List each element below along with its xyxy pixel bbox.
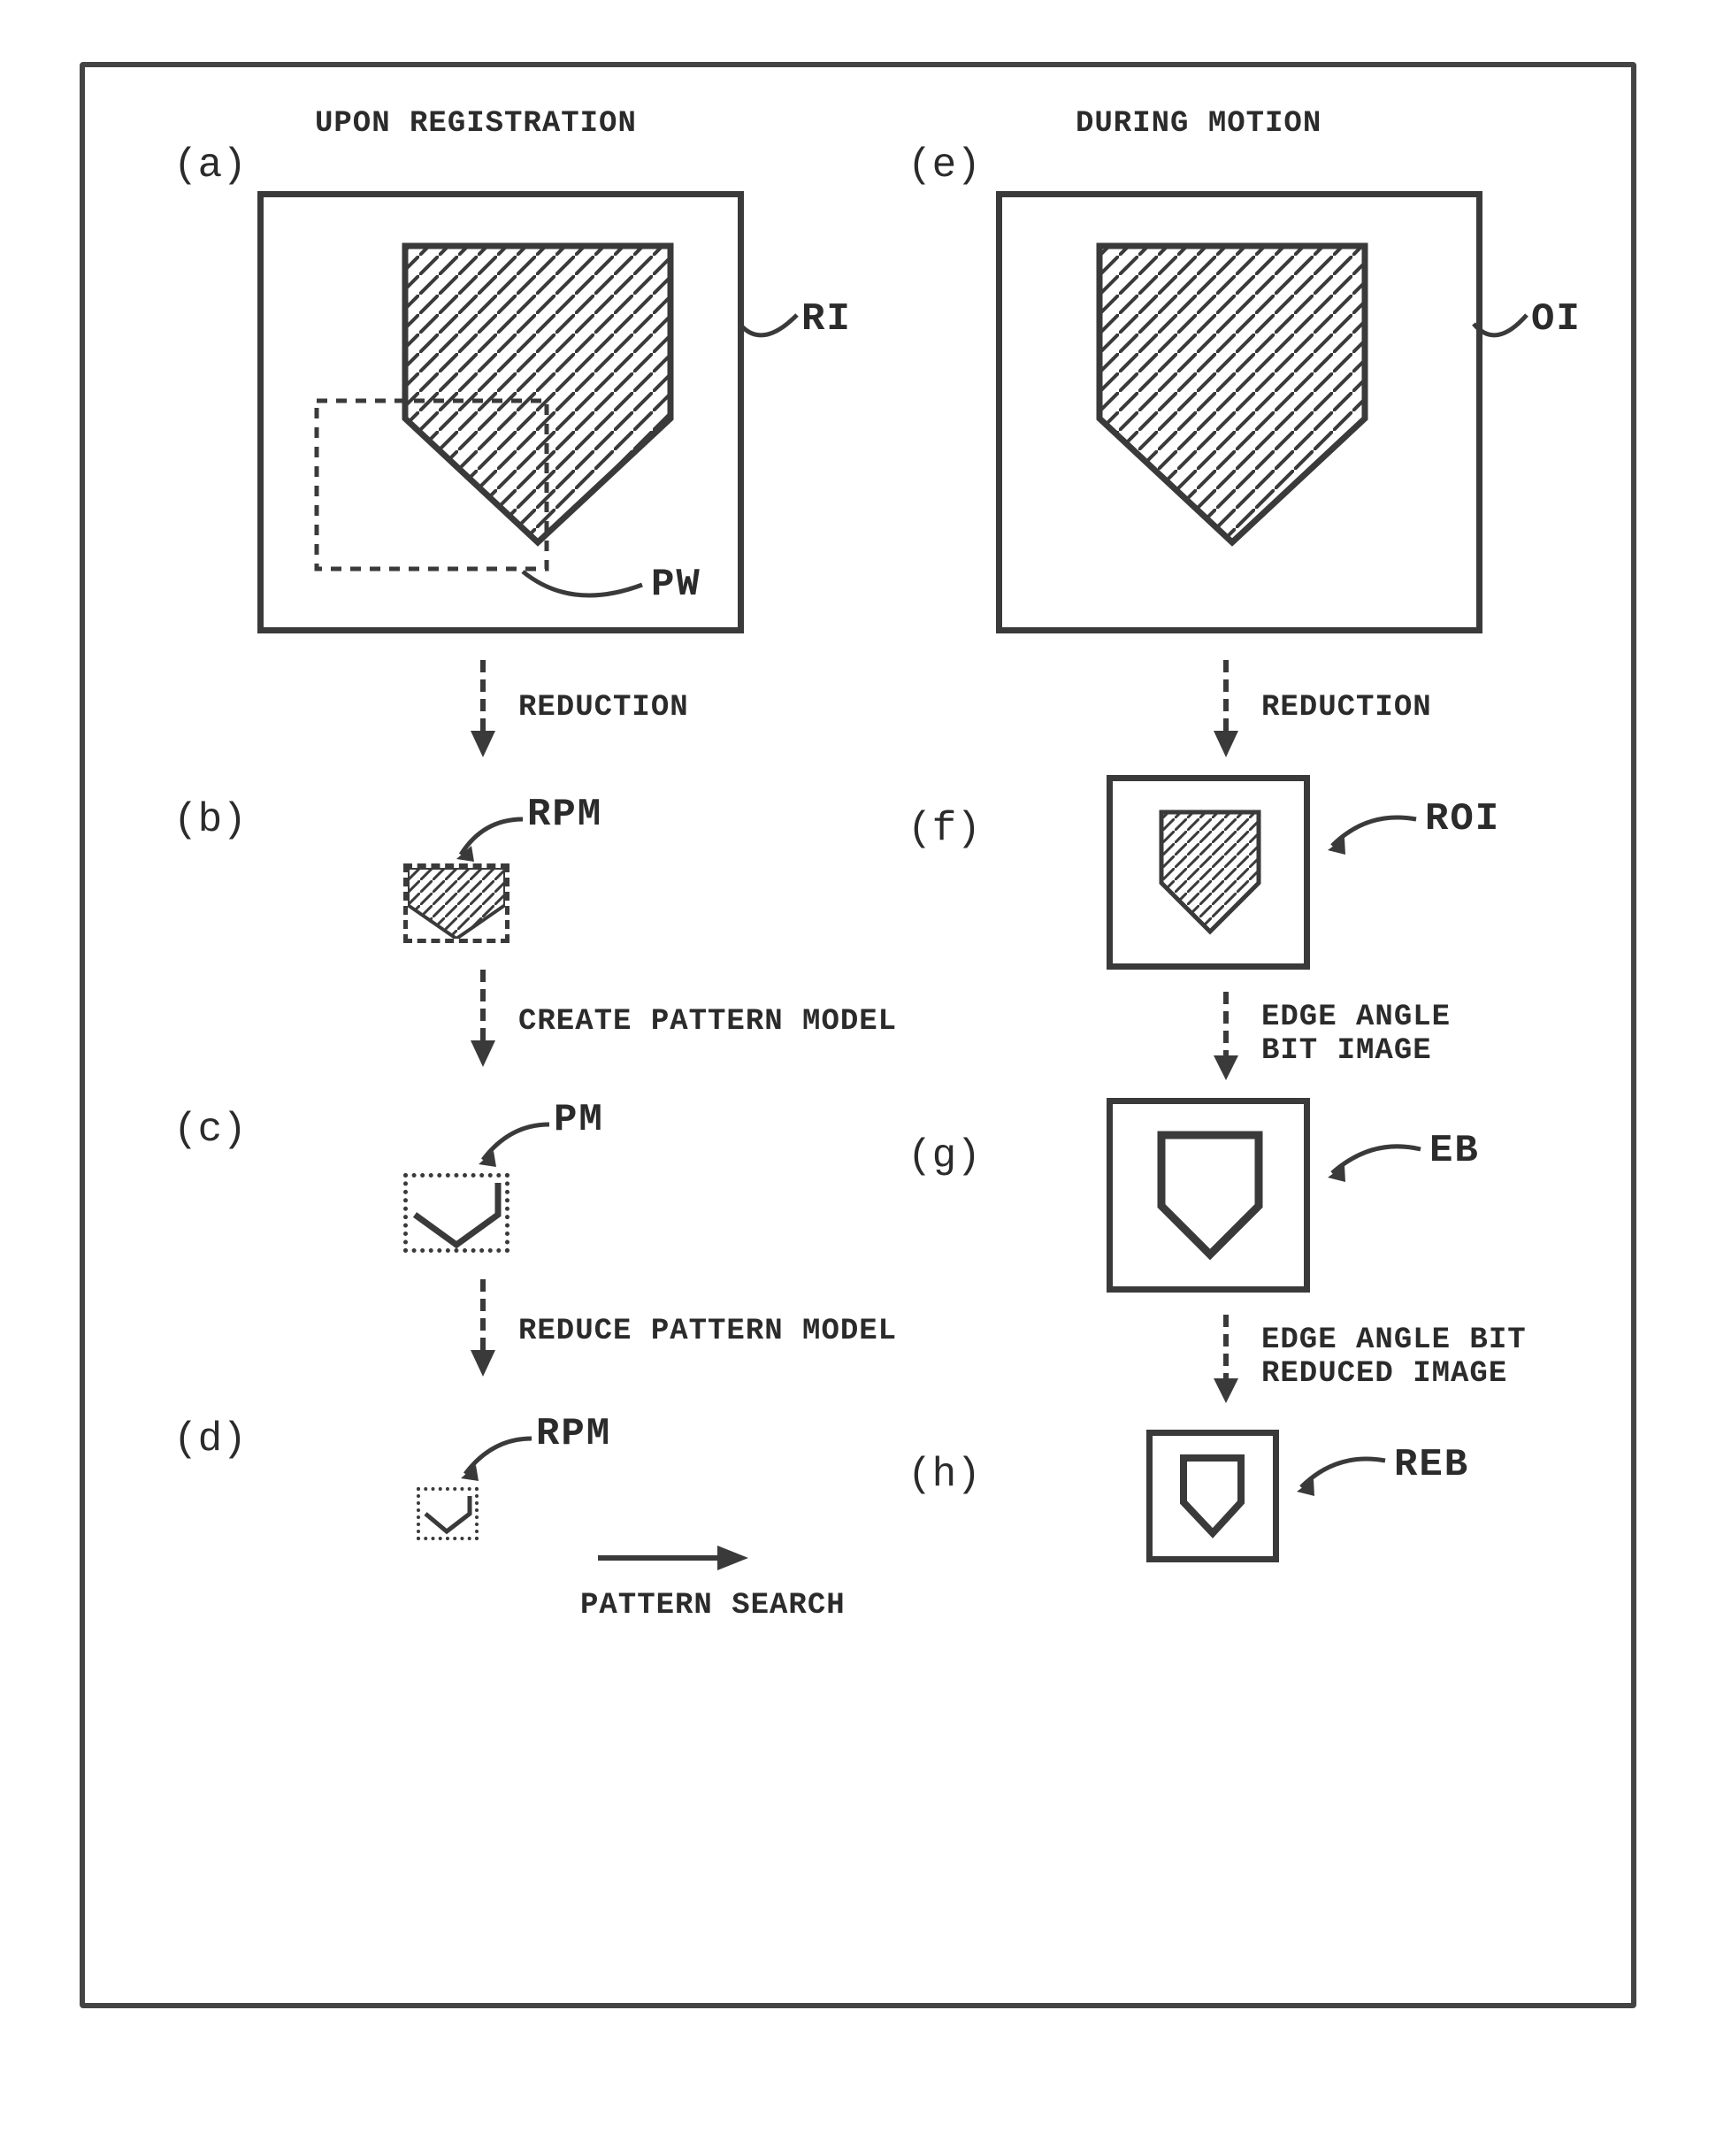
label-reduction-right: REDUCTION — [1261, 691, 1432, 725]
lead-pw — [518, 558, 651, 620]
outline-d — [420, 1491, 475, 1537]
frame-c — [403, 1173, 509, 1253]
label-pattern-search: PATTERN SEARCH — [580, 1589, 846, 1623]
lead-pm — [474, 1116, 558, 1169]
step-id-g: (g) — [908, 1133, 981, 1179]
callout-pw: PW — [651, 563, 701, 607]
frame-d — [417, 1487, 479, 1540]
step-id-a: (a) — [173, 142, 247, 188]
frame-e — [996, 191, 1482, 633]
arrow-b-c — [465, 970, 501, 1067]
label-edge-angle-bit-image: EDGE ANGLE BIT IMAGE — [1261, 1001, 1451, 1068]
arrow-e-f — [1208, 660, 1244, 757]
lead-oi — [1469, 297, 1536, 359]
step-id-h: (h) — [908, 1452, 981, 1498]
step-id-d: (d) — [173, 1416, 247, 1462]
label-create-pattern-model: CREATE PATTERN MODEL — [518, 1005, 897, 1039]
callout-oi: OI — [1531, 297, 1582, 341]
step-id-c: (c) — [173, 1107, 247, 1153]
pentagon-e — [1002, 197, 1489, 640]
lead-reb — [1292, 1447, 1394, 1500]
callout-ri: RI — [801, 297, 852, 341]
arrow-c-d — [465, 1279, 501, 1377]
frame-f — [1107, 775, 1310, 970]
frame-g — [1107, 1098, 1310, 1293]
lead-ri — [735, 297, 806, 359]
step-id-f: (f) — [908, 806, 981, 852]
diagram-frame: (a) UPON REGISTRATION RI PW — [80, 62, 1636, 2008]
callout-pm: PM — [554, 1098, 604, 1142]
step-id-b: (b) — [173, 797, 247, 843]
outline-c — [408, 1178, 505, 1248]
pentagon-h — [1153, 1436, 1273, 1556]
callout-eb: EB — [1429, 1129, 1480, 1173]
callout-rpm-d: RPM — [536, 1412, 611, 1456]
label-edge-angle-bit-reduced-image: EDGE ANGLE BIT REDUCED IMAGE — [1261, 1324, 1527, 1391]
frame-b — [403, 863, 509, 943]
title-left: UPON REGISTRATION — [315, 107, 637, 141]
pentagon-g — [1113, 1104, 1304, 1286]
lead-eb — [1323, 1133, 1429, 1186]
arrow-pattern-search — [598, 1540, 748, 1576]
label-reduce-pattern-model: REDUCE PATTERN MODEL — [518, 1315, 897, 1348]
label-reduction-left: REDUCTION — [518, 691, 689, 725]
callout-roi: ROI — [1425, 797, 1500, 841]
title-right: DURING MOTION — [1076, 107, 1321, 141]
frame-h — [1146, 1430, 1279, 1562]
arrow-a-b — [465, 660, 501, 757]
pentagon-f — [1113, 781, 1304, 963]
step-id-e: (e) — [908, 142, 981, 188]
lead-rpm-d — [456, 1430, 540, 1483]
callout-rpm-b: RPM — [527, 793, 602, 837]
lead-rpm-b — [452, 810, 532, 863]
arrow-g-h — [1208, 1315, 1244, 1403]
arrow-f-g — [1208, 992, 1244, 1080]
lead-roi — [1323, 806, 1425, 859]
wedge-b — [408, 868, 505, 939]
callout-reb: REB — [1394, 1443, 1469, 1487]
